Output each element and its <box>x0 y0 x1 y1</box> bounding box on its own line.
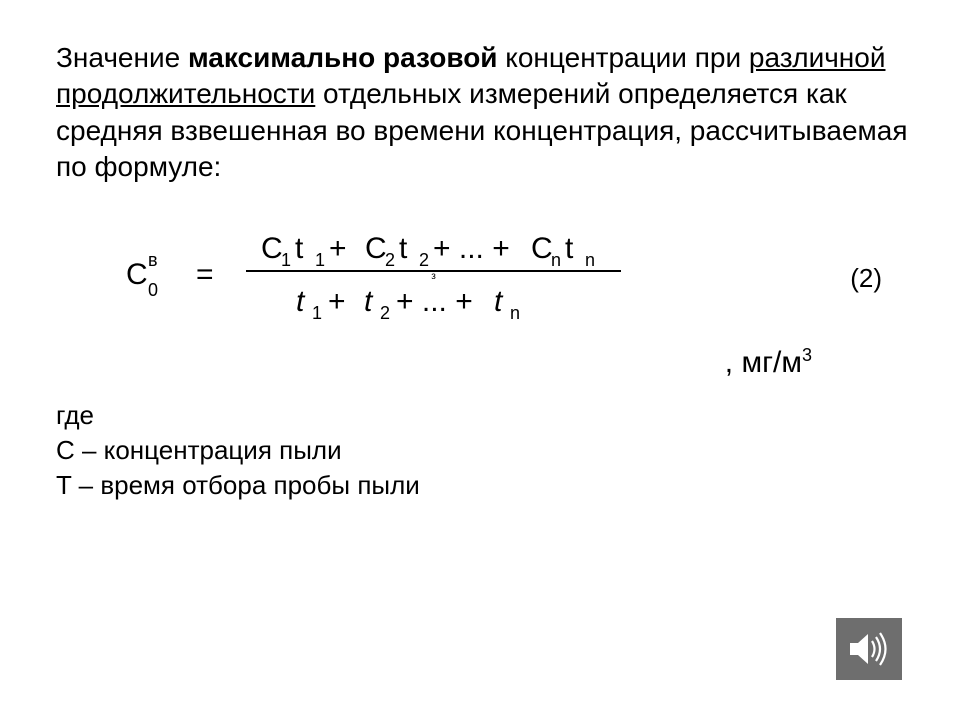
svg-text:t: t <box>399 232 408 265</box>
svg-text:C: C <box>261 232 283 265</box>
svg-text:C: C <box>126 258 148 291</box>
svg-text:2: 2 <box>419 250 429 270</box>
unit-prefix: , мг/м <box>725 346 802 379</box>
legend-t: T – время отбора пробы пыли <box>56 468 912 503</box>
svg-text:1: 1 <box>315 250 325 270</box>
intro-paragraph: Значение максимально разовой концентраци… <box>56 40 912 186</box>
svg-text:t: t <box>494 285 504 318</box>
svg-text:=: = <box>196 258 214 291</box>
svg-text:+: + <box>329 232 347 265</box>
svg-text:C: C <box>365 232 387 265</box>
svg-text:0: 0 <box>148 280 158 300</box>
svg-text:2: 2 <box>380 303 390 323</box>
svg-text:t: t <box>565 232 574 265</box>
svg-text:t: t <box>295 232 304 265</box>
speaker-glyph <box>846 629 892 669</box>
svg-text:t: t <box>364 285 374 318</box>
svg-text:+: + <box>328 285 346 318</box>
legend-c: С – концентрация пыли <box>56 433 912 468</box>
svg-text:1: 1 <box>281 250 291 270</box>
svg-text:n: n <box>585 250 595 270</box>
legend: где С – концентрация пыли T – время отбо… <box>56 398 912 503</box>
text-pre: Значение <box>56 42 188 73</box>
svg-text:2: 2 <box>385 250 395 270</box>
speaker-icon[interactable] <box>836 618 902 680</box>
formula: C0в=C1t1 + C2t2 + ... + Cntnзt1 + t2 + .… <box>86 216 626 341</box>
svg-text:+ ... +: + ... + <box>433 232 510 265</box>
formula-svg: C0в=C1t1 + C2t2 + ... + Cntnзt1 + t2 + .… <box>86 216 626 336</box>
svg-text:t: t <box>296 285 306 318</box>
svg-text:C: C <box>531 232 553 265</box>
text-mid1: концентрации при <box>498 42 749 73</box>
legend-where: где <box>56 398 912 433</box>
unit-label: , мг/м3 <box>56 345 812 380</box>
equation-number: (2) <box>850 263 882 294</box>
unit-exponent: 3 <box>802 345 812 365</box>
formula-row: C0в=C1t1 + C2t2 + ... + Cntnзt1 + t2 + .… <box>86 216 912 341</box>
svg-text:1: 1 <box>312 303 322 323</box>
svg-text:з: з <box>431 271 436 282</box>
svg-text:+ ... +: + ... + <box>396 285 473 318</box>
svg-text:n: n <box>551 250 561 270</box>
slide: Значение максимально разовой концентраци… <box>0 0 960 720</box>
svg-text:в: в <box>148 250 158 270</box>
text-bold: максимально разовой <box>188 42 498 73</box>
svg-text:n: n <box>510 303 520 323</box>
